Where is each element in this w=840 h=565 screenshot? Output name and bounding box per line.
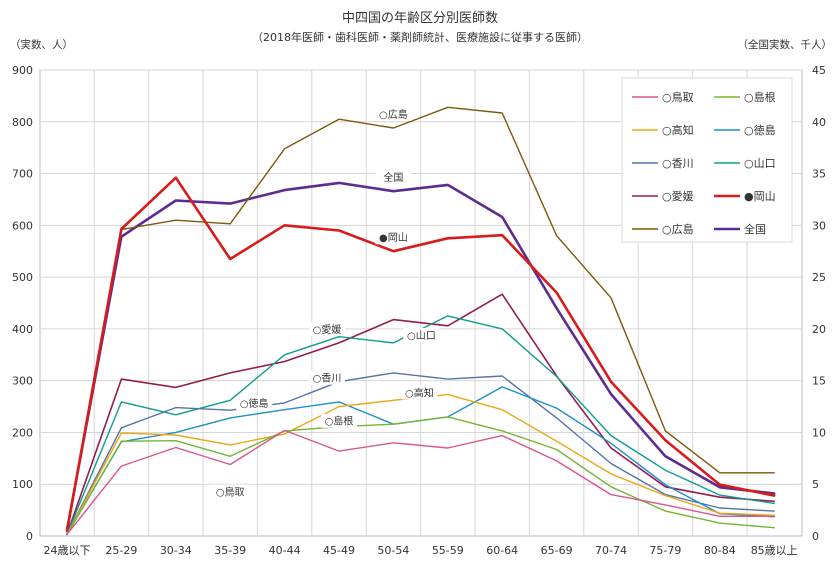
- x-tick-label: 30-34: [160, 544, 192, 557]
- series-line-○島根: [66, 416, 775, 536]
- y-right-tick-label: 0: [812, 530, 819, 543]
- right-y-axis: 0 5 10 15 20 25 30 35 40 45: [812, 64, 826, 543]
- annotation-label: ○島根: [325, 415, 354, 428]
- x-tick-label: 55-59: [432, 544, 464, 557]
- legend-label: ○徳島: [744, 123, 776, 137]
- y-right-tick-label: 15: [812, 375, 826, 388]
- legend-box: [621, 77, 793, 243]
- y-left-tick-label: 500: [12, 271, 33, 284]
- annotation-label: ○山口: [407, 330, 436, 342]
- annotation-bg: [309, 321, 345, 336]
- y-right-tick-label: 45: [812, 64, 826, 77]
- annotation-label: 全国: [383, 171, 403, 184]
- x-tick-label: 25-29: [105, 544, 137, 557]
- x-tick-label: 75-79: [649, 544, 681, 557]
- series-lines: [65, 106, 776, 536]
- legend-label: ○島根: [744, 90, 776, 104]
- series-line-○鳥取: [66, 429, 775, 536]
- legend-label: ○愛媛: [662, 189, 694, 203]
- legend-label: ○鳥取: [662, 90, 694, 104]
- legend-label: ○広島: [662, 222, 694, 236]
- left-axis-unit-label: （実数、人）: [10, 38, 73, 51]
- annotation-bg: [309, 370, 345, 385]
- annotation-bg: [236, 395, 273, 410]
- legend-label: ○香川: [662, 157, 694, 170]
- annotation-label: ●岡山: [379, 232, 408, 244]
- series-line-○広島: [66, 106, 775, 536]
- annotation-bg: [403, 327, 440, 342]
- y-left-tick-label: 200: [12, 426, 33, 439]
- annotation-label: ○香川: [313, 373, 342, 385]
- legend-label: ○高知: [662, 123, 694, 137]
- y-right-tick-label: 35: [812, 168, 826, 181]
- x-tick-label: 45-49: [323, 544, 355, 557]
- annotation-bg: [375, 230, 412, 245]
- y-left-tick-label: 0: [26, 530, 33, 543]
- y-left-tick-label: 400: [12, 323, 33, 336]
- y-right-tick-label: 25: [812, 271, 826, 284]
- legend-label: ○山口: [744, 157, 776, 170]
- x-tick-label: 40-44: [269, 544, 301, 557]
- x-tick-label: 85歳以上: [751, 544, 798, 557]
- y-left-tick-label: 600: [12, 219, 33, 232]
- y-right-tick-label: 5: [812, 478, 819, 491]
- x-tick-label: 50-54: [377, 544, 409, 557]
- y-left-tick-label: 700: [12, 168, 33, 181]
- annotation-label: ○広島: [379, 108, 408, 121]
- y-right-tick-label: 30: [812, 219, 826, 232]
- x-tick-label: 60-64: [486, 544, 518, 557]
- y-left-tick-label: 100: [12, 478, 33, 491]
- x-tick-label: 80-84: [704, 544, 736, 557]
- x-axis: 24歳以下 25-29 30-34 35-39 40-44 45-49 50-54 55-59…: [44, 544, 798, 557]
- x-tick-label: 24歳以下: [44, 544, 91, 557]
- legend: ○鳥取 ○島根 ○高知 ○徳島 ○香川 ○山口 ○愛媛 ●岡山 ○広島 全国: [621, 77, 793, 243]
- chart-title: 中四国の年齢区分別医師数: [342, 11, 498, 26]
- series-line-全国: [65, 181, 776, 532]
- x-tick-label: 65-69: [541, 544, 573, 557]
- annotation-bg: [321, 413, 357, 428]
- x-tick-label: 35-39: [214, 544, 246, 557]
- series-line-○愛媛: [66, 293, 776, 536]
- annotation-bg: [212, 484, 249, 499]
- legend-label: ●岡山: [744, 190, 776, 203]
- annotation-label: ○高知: [405, 386, 434, 399]
- annotation-label: ○徳島: [240, 397, 269, 410]
- left-y-axis: 0 100 200 300 400 500 600 700 800 900: [12, 64, 33, 543]
- legend-label: 全国: [744, 222, 766, 236]
- y-right-tick-label: 10: [812, 426, 826, 439]
- chart-subtitle: （2018年医師・歯科医師・薬剤師統計、医療施設に従事する医師）: [252, 30, 588, 44]
- series-line-●岡山: [65, 176, 776, 533]
- y-left-tick-label: 300: [12, 375, 33, 388]
- y-right-tick-label: 20: [812, 323, 826, 336]
- annotation-label: ○愛媛: [313, 323, 342, 336]
- series-line-○香川: [66, 372, 775, 536]
- annotation-bg: [401, 385, 438, 400]
- y-left-tick-label: 900: [12, 64, 33, 77]
- annotation-label: ○鳥取: [216, 486, 245, 499]
- right-axis-unit-label: （全国実数、千人）: [738, 38, 833, 51]
- annotation-bg: [375, 170, 412, 185]
- y-right-tick-label: 40: [812, 116, 826, 129]
- y-left-tick-label: 800: [12, 116, 33, 129]
- annotation-bg: [375, 106, 412, 121]
- x-tick-label: 70-74: [595, 544, 627, 557]
